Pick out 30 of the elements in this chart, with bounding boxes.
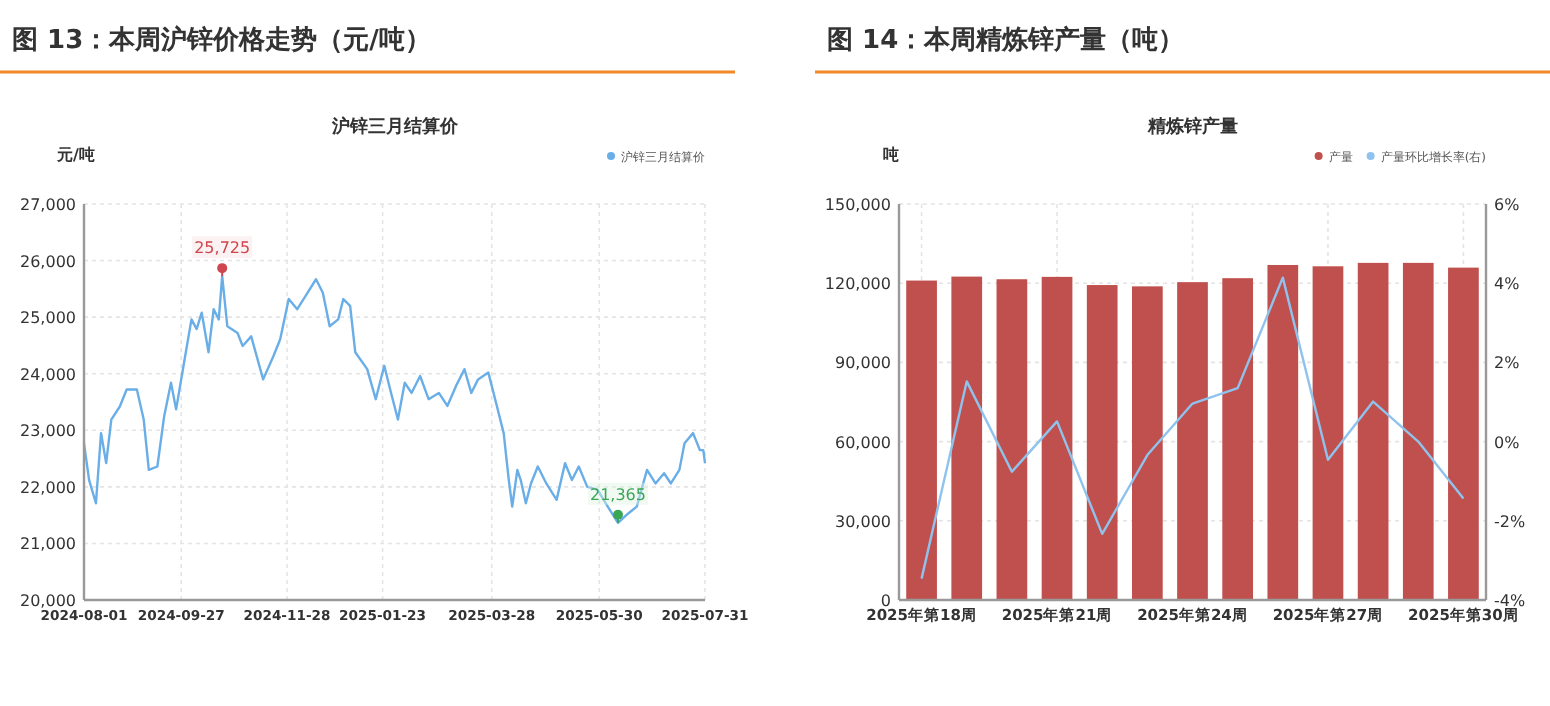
y2-tick-label: 6% <box>1494 196 1521 214</box>
y-tick-label: 30,000 <box>835 512 891 531</box>
chart-subtitle: 精炼锌产量 <box>1145 116 1238 138</box>
y-tick-label: 21,000 <box>20 535 76 554</box>
y-axis-title: 吨 <box>883 146 899 164</box>
y-tick-label: 20,000 <box>20 592 76 610</box>
line-series <box>920 276 1465 580</box>
chart-title: 图 14：本周精炼锌产量（吨） <box>827 24 1185 56</box>
y-tick-label: 0 <box>880 592 891 610</box>
y2-tick-label: 0% <box>1494 433 1521 452</box>
line-series <box>82 274 707 524</box>
y-tick-label: 26,000 <box>20 252 76 271</box>
y2-tick-label: 4% <box>1494 275 1521 294</box>
y-tick-label: 120,000 <box>824 275 891 294</box>
y2-tick-label: 2% <box>1494 354 1521 373</box>
y2-tick-label: -2% <box>1494 512 1526 531</box>
y-tick-label: 24,000 <box>20 365 76 384</box>
annotation: 21,365 <box>589 485 646 504</box>
chart-subtitle: 沪锌三月结算价 <box>329 116 460 138</box>
y-tick-label: 150,000 <box>824 196 891 214</box>
chart-title: 图 13：本周沪锌价格走势（元/吨） <box>12 24 431 56</box>
y-tick-label: 27,000 <box>20 196 76 214</box>
y-tick-label: 60,000 <box>835 433 891 452</box>
annotation: 25,725 <box>194 239 251 258</box>
y2-tick-label: -4% <box>1494 592 1526 610</box>
y-tick-label: 25,000 <box>20 309 76 328</box>
y-tick-label: 23,000 <box>20 422 76 441</box>
y-axis-title: 元/吨 <box>55 146 95 164</box>
y-tick-label: 22,000 <box>20 478 76 497</box>
y-tick-label: 90,000 <box>835 354 891 373</box>
